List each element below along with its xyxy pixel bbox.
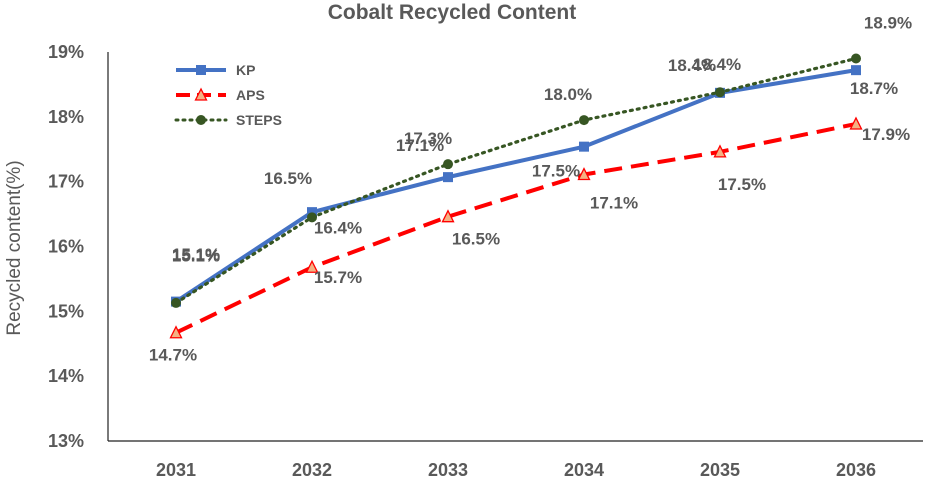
data-point-steps [579,115,589,126]
y-tick-label: 13% [48,431,84,451]
data-label-aps: 17.1% [590,194,638,213]
data-point-kp [307,207,317,218]
legend-label-kp: KP [236,62,255,78]
data-point-aps [169,325,183,339]
y-tick-label: 16% [48,237,84,257]
data-point-aps [577,167,591,181]
data-label-kp: 16.5% [264,169,312,188]
data-point-kp [851,65,861,76]
legend: KP APS STEPS [174,62,282,128]
data-point-kp [579,141,589,152]
data-point-steps [715,87,725,98]
data-label-kp: 18.4% [668,56,716,75]
y-tick-label: 14% [48,366,84,386]
x-tick-label: 2035 [700,460,740,478]
series-lines [169,53,863,339]
data-label-kp: 15.1% [172,247,220,266]
data-point-aps [441,209,455,223]
data-label-steps: 16.4% [314,218,362,237]
data-point-steps [851,53,861,64]
y-tick-label: 15% [48,301,84,321]
data-label-steps: 18.4% [693,55,741,74]
data-point-steps [443,159,453,170]
series-line-aps [175,122,857,335]
x-tick-label: 2036 [836,460,876,478]
data-point-aps [305,259,319,273]
data-label-aps: 16.5% [452,230,500,249]
y-axis-label: Recycled content(%) [4,160,25,335]
x-tick-label: 2034 [564,460,604,478]
legend-label-steps: STEPS [236,112,282,128]
x-tick-label: 2032 [292,460,332,478]
data-label-steps: 15.1% [172,245,220,264]
y-tick-label: 17% [48,172,84,192]
data-label-aps: 14.7% [149,346,197,365]
y-tick-label: 18% [48,107,84,127]
data-point-aps [849,116,863,130]
data-label-aps: 17.5% [718,175,766,194]
legend-marker-aps [194,87,208,101]
data-point-steps [171,297,181,308]
data-point-kp [443,172,453,183]
x-tick-label: 2033 [428,460,468,478]
legend-label-aps: APS [236,87,265,103]
series-line-kp [174,68,857,304]
chart-title: Cobalt Recycled Content [328,1,577,24]
data-point-steps [307,212,317,223]
series-line-steps [174,56,858,305]
data-point-aps [713,144,727,158]
y-tick-labels: 13% 14% 15% 16% 17% 18% 19% [48,42,84,451]
data-label-aps: 17.9% [862,125,910,144]
legend-marker-steps [196,115,206,125]
x-tick-label: 2031 [156,460,196,478]
data-label-aps: 15.7% [314,268,362,287]
data-label-steps: 18.9% [864,13,912,32]
data-label-kp: 17.5% [532,162,580,181]
data-label-steps: 18.0% [544,85,592,104]
data-label-kp: 17.1% [396,136,444,155]
legend-marker-kp [196,65,206,75]
data-labels: 15.1% 16.5% 17.1% 17.5% 18.4% 18.7% 14.7% 15.7%… [149,13,912,364]
x-tick-labels: 2031 2032 2033 2034 2035 2036 [156,460,876,478]
data-label-kp: 18.7% [850,79,898,98]
y-tick-label: 19% [48,42,84,62]
data-label-steps: 17.3% [404,129,452,148]
